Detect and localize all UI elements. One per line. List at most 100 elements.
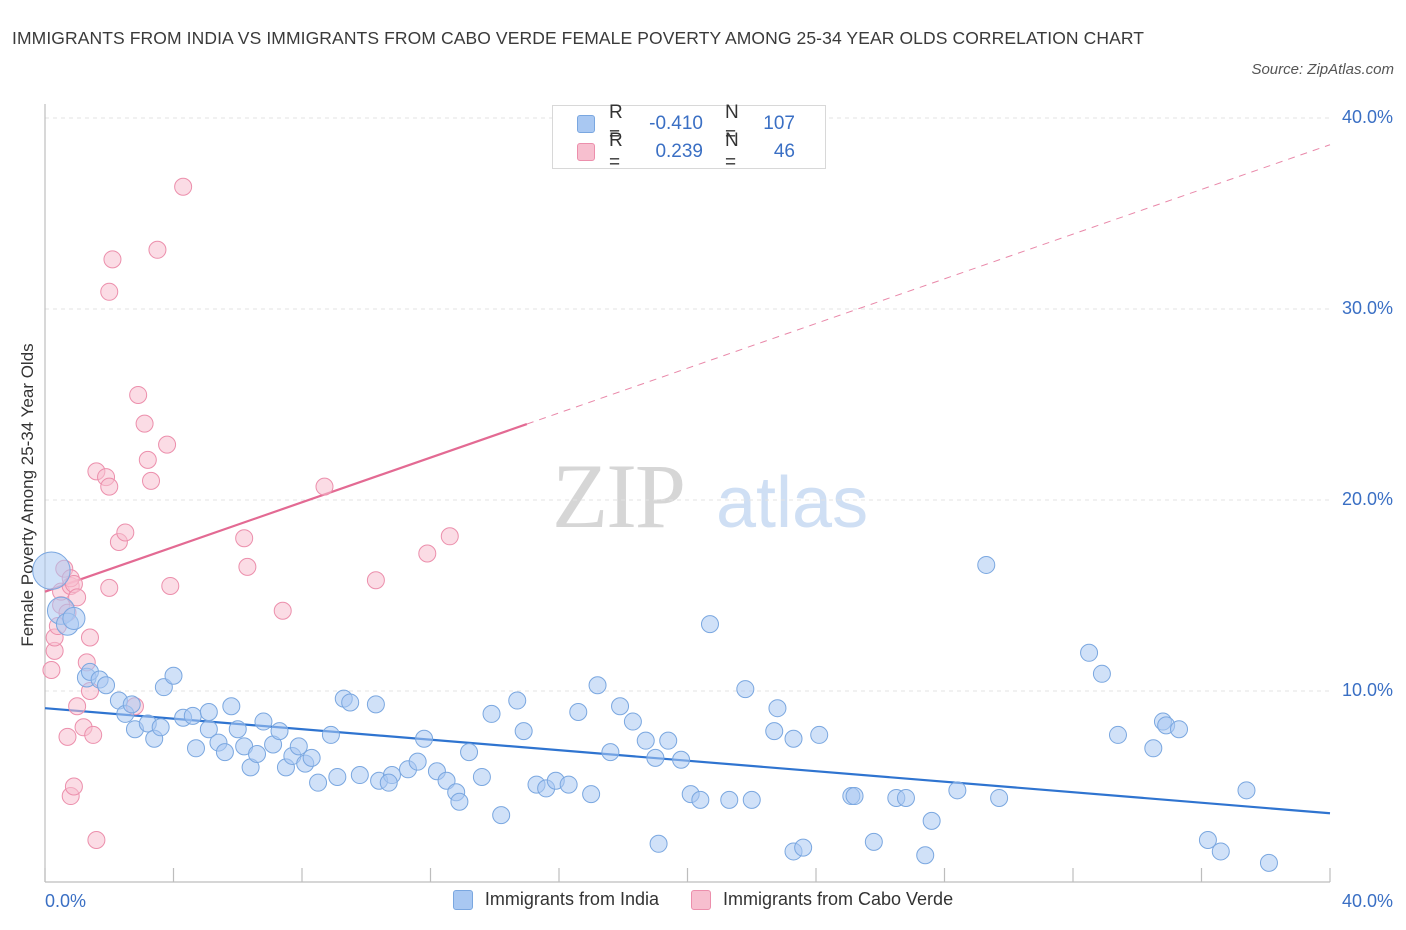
y-tick-label: 40.0% — [1341, 107, 1393, 127]
india-point — [408, 752, 427, 771]
axes — [44, 104, 1331, 883]
cabo-verde-point — [315, 477, 334, 496]
legend-r-label: R = — [609, 130, 623, 173]
india-point — [1108, 725, 1127, 744]
india-point — [492, 806, 511, 825]
india-point — [1259, 853, 1278, 872]
india-point — [97, 676, 116, 695]
india-point — [990, 788, 1009, 807]
india-point — [270, 722, 289, 741]
india-point — [514, 722, 533, 741]
series-legend-india: Immigrants from India — [452, 889, 659, 910]
india-point — [122, 695, 141, 714]
cabo-verde-point — [366, 571, 385, 590]
india-point — [472, 767, 491, 786]
source-label: Source: ZipAtlas.com — [1251, 61, 1394, 78]
india-point — [1237, 781, 1256, 800]
india-point — [582, 785, 601, 804]
india-point — [215, 743, 234, 762]
india-point — [601, 743, 620, 762]
cabo-verde-point — [135, 414, 154, 433]
india-point — [164, 666, 183, 685]
watermark-atlas: atlas — [716, 463, 868, 543]
india-point — [151, 718, 170, 737]
legend-n-value: 46 — [773, 141, 795, 162]
cabo-verde-trend-extension — [526, 144, 1331, 425]
india-point — [916, 846, 935, 865]
cabo-verde-trend-line — [44, 423, 528, 593]
legend-n-value: 107 — [763, 113, 795, 134]
cabo-verde-point — [440, 527, 459, 546]
india-point — [450, 792, 469, 811]
india-point — [302, 748, 321, 767]
india-point — [199, 703, 218, 722]
cabo-verde-point — [58, 727, 77, 746]
india-point — [768, 699, 787, 718]
india-point — [350, 766, 369, 785]
india-point — [183, 706, 202, 725]
grid — [45, 117, 1330, 692]
cabo-verde-point — [100, 282, 119, 301]
watermark: ZIP atlas — [552, 445, 868, 547]
india-point — [460, 743, 479, 762]
india-point — [366, 695, 385, 714]
cabo-verde-point — [68, 588, 87, 607]
india-point — [765, 722, 784, 741]
india-point — [222, 697, 241, 716]
india-point — [794, 838, 813, 857]
legend-row-india: R = -0.410 N = 107 — [577, 102, 795, 145]
y-tick-label: 20.0% — [1341, 489, 1393, 509]
india-point — [328, 767, 347, 786]
cabo-verde-point — [235, 529, 254, 548]
series-label-india: Immigrants from India — [484, 889, 659, 909]
india-point — [845, 787, 864, 806]
india-point — [1170, 720, 1189, 739]
cabo-verde-point — [84, 725, 103, 744]
india-points — [32, 551, 1278, 872]
india-point — [254, 712, 273, 731]
y-tick-label: 10.0% — [1341, 680, 1393, 700]
india-point — [1211, 842, 1230, 861]
legend-n-label: N = — [725, 102, 739, 145]
india-point — [1144, 739, 1163, 758]
cabo-verde-point — [103, 250, 122, 269]
india-point — [154, 678, 173, 697]
india-point — [691, 790, 710, 809]
india-point — [742, 790, 761, 809]
x-tick-label: 40.0% — [1341, 891, 1393, 911]
legend-r-value: -0.410 — [649, 113, 703, 134]
india-point — [659, 731, 678, 750]
india-point — [62, 606, 86, 630]
cabo-verde-point — [273, 601, 292, 620]
watermark-zip: ZIP — [552, 445, 684, 547]
india-point — [437, 771, 456, 790]
india-point — [199, 720, 218, 739]
cabo-verde-point — [174, 177, 193, 196]
india-point — [559, 775, 578, 794]
legend-r-label: R = — [609, 102, 623, 145]
series-legend-cabo: Immigrants from Cabo Verde — [690, 889, 953, 910]
india-point — [1198, 830, 1217, 849]
chart-title: IMMIGRANTS FROM INDIA VS IMMIGRANTS FROM… — [12, 28, 1145, 48]
india-point — [810, 725, 829, 744]
india-point — [1080, 643, 1099, 662]
india-point — [700, 615, 719, 634]
india-point — [1092, 664, 1111, 683]
legend-swatch-cabo — [577, 143, 595, 161]
india-point — [228, 720, 247, 739]
india-point — [672, 750, 691, 769]
cabo-verde-point — [418, 544, 437, 563]
india-point — [186, 739, 205, 758]
india-point — [289, 737, 308, 756]
india-point — [341, 693, 360, 712]
india-point — [623, 712, 642, 731]
india-point — [588, 676, 607, 695]
india-point — [636, 731, 655, 750]
india-point — [415, 729, 434, 748]
stats-legend: R = -0.410 N = 107 R = 0.239 N = 46 — [552, 102, 826, 173]
cabo-verde-point — [87, 830, 106, 849]
india-point — [482, 704, 501, 723]
india-point — [649, 834, 668, 853]
india-point — [309, 773, 328, 792]
